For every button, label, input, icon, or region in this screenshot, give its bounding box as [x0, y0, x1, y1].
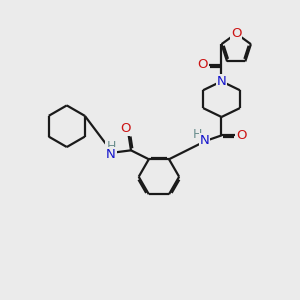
- Text: N: N: [217, 75, 226, 88]
- Text: O: O: [120, 122, 131, 135]
- Text: O: O: [231, 27, 242, 40]
- Text: H: H: [106, 140, 116, 153]
- Text: H: H: [193, 128, 202, 141]
- Text: O: O: [236, 129, 247, 142]
- Text: N: N: [217, 75, 226, 88]
- Text: O: O: [197, 58, 208, 71]
- Text: N: N: [106, 148, 116, 161]
- Text: N: N: [200, 134, 209, 147]
